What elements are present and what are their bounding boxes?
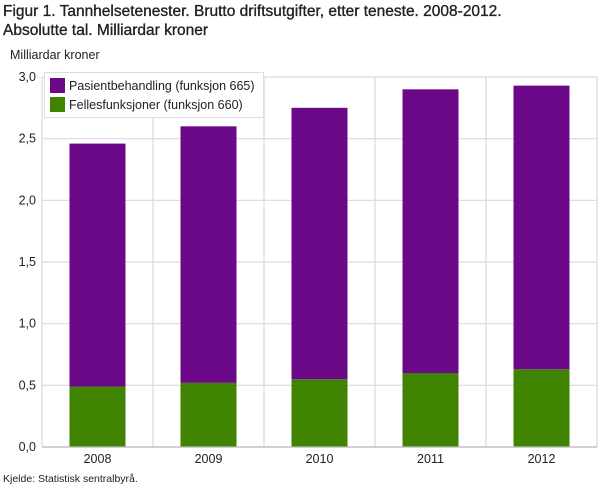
chart-title-line-2: Absolutte tal. Milliardar kroner xyxy=(3,22,209,39)
source-note: Kjelde: Statistisk sentralbyrå. xyxy=(3,473,138,485)
y-tick-label: 2,0 xyxy=(19,193,36,207)
bar-segment-2012 xyxy=(513,85,570,370)
bar-segment-2011 xyxy=(402,89,459,373)
y-tick-label: 2,5 xyxy=(19,132,36,146)
x-tick-label: 2012 xyxy=(528,452,556,466)
legend: Pasientbehandling (funksjon 665) Fellesf… xyxy=(44,72,264,118)
y-tick-label: 1,0 xyxy=(19,317,36,331)
legend-item-pasientbehandling: Pasientbehandling (funksjon 665) xyxy=(50,76,255,95)
x-tick-label: 2011 xyxy=(417,452,444,466)
bar-segment-2010 xyxy=(291,107,348,380)
y-tick-label: 0,0 xyxy=(19,440,36,454)
y-tick-label: 0,5 xyxy=(19,378,36,392)
bar-segment-2011 xyxy=(402,373,459,447)
bar-segment-2010 xyxy=(291,379,348,447)
x-tick-label: 2008 xyxy=(84,452,112,466)
legend-swatch-purple xyxy=(50,78,65,93)
y-axis-label: Milliardar kroner xyxy=(10,48,100,62)
legend-swatch-green xyxy=(50,97,65,112)
y-tick-label: 1,5 xyxy=(19,255,36,269)
legend-label: Fellesfunksjoner (funksjon 660) xyxy=(69,97,243,112)
x-tick-label: 2010 xyxy=(306,452,334,466)
bar-segment-2009 xyxy=(180,382,237,447)
legend-label: Pasientbehandling (funksjon 665) xyxy=(69,78,255,93)
bar-segment-2012 xyxy=(513,369,570,447)
x-tick-label: 2009 xyxy=(195,452,223,466)
chart-title-line-1: Figur 1. Tannhelsetenester. Brutto drift… xyxy=(3,3,502,20)
bar-segment-2008 xyxy=(69,143,126,387)
y-tick-label: 3,0 xyxy=(19,70,36,84)
legend-item-fellesfunksjoner: Fellesfunksjoner (funksjon 660) xyxy=(50,95,255,114)
bar-segment-2009 xyxy=(180,126,237,383)
bar-segment-2008 xyxy=(69,386,126,447)
chart-title: Figur 1. Tannhelsetenester. Brutto drift… xyxy=(3,2,502,40)
